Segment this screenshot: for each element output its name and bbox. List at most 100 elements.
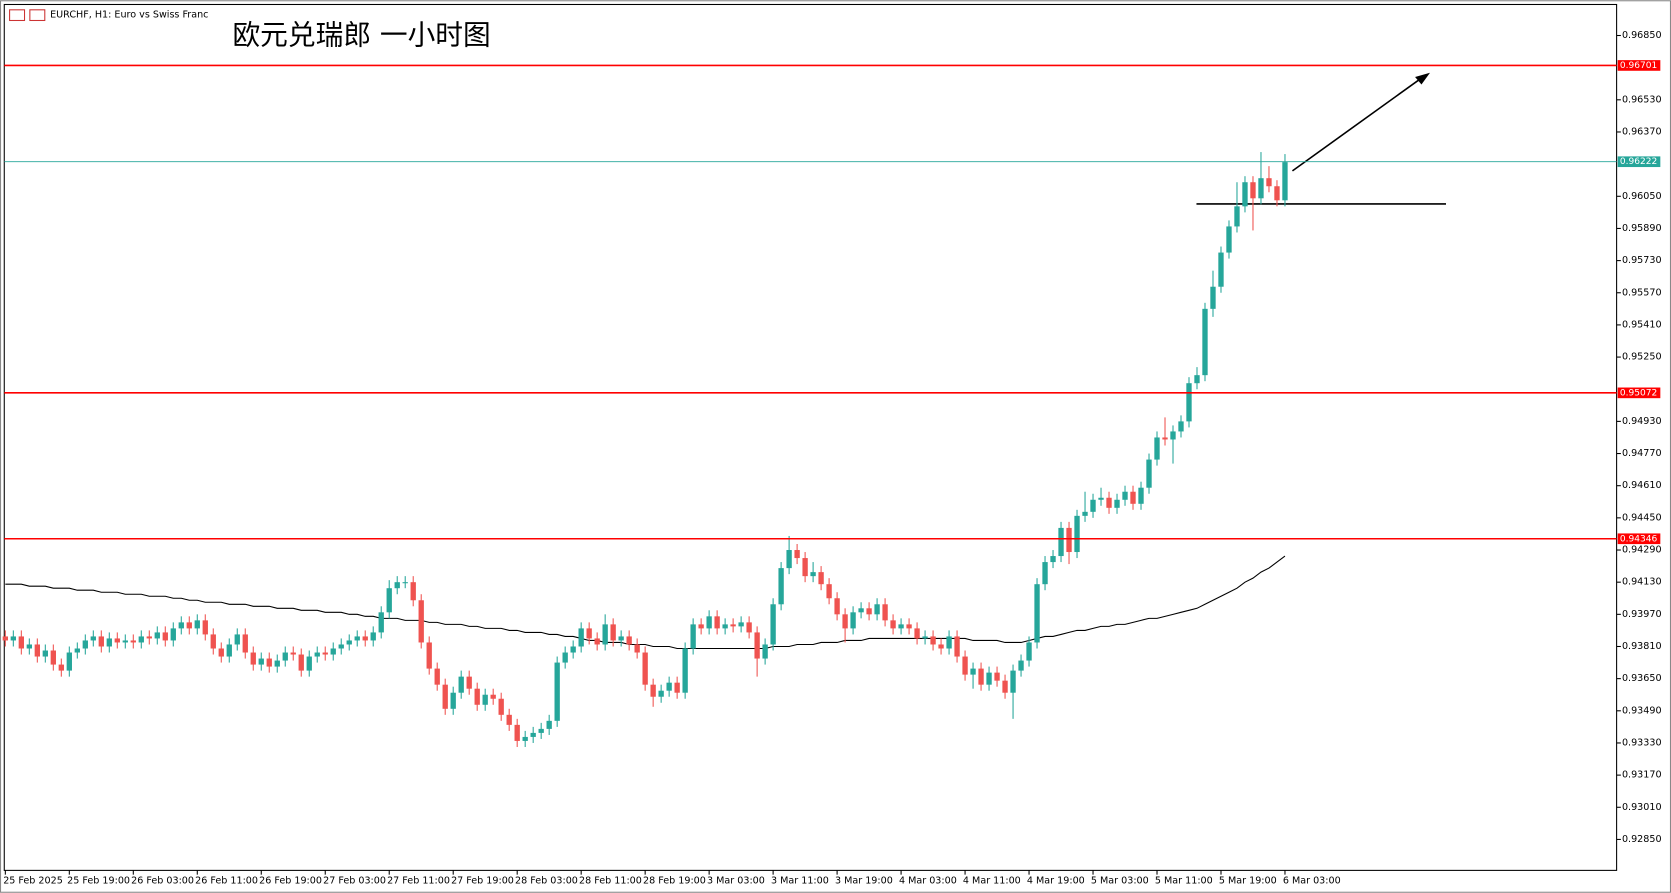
candle-body [818,572,824,585]
x-tick-label: 4 Mar 19:00 [1027,876,1085,887]
candle-body [538,728,544,733]
price-label-box [1617,533,1661,545]
x-tick-label: 27 Feb 03:00 [323,876,386,887]
candle-body [26,644,32,649]
x-tick-label: 5 Mar 11:00 [1155,876,1213,887]
candle-body [322,652,328,655]
candle-body [226,644,232,657]
candle-body [802,558,808,577]
x-tick-label: 5 Mar 19:00 [1219,876,1277,887]
candle-body [506,714,512,725]
candle-body [810,572,816,577]
candle-body [1154,437,1160,460]
candle-body [122,640,128,643]
candle-body [626,636,632,645]
candle-body [794,550,800,559]
candle-body [66,652,72,671]
plot-area [3,3,1618,871]
candle-body [162,632,168,641]
candle-body [1226,226,1232,253]
candle-body [482,694,488,705]
candle-body [842,614,848,629]
candle-body [762,644,768,659]
candle-body [386,588,392,613]
candle-body [530,732,536,737]
candle-body [650,684,656,697]
x-tick-label: 28 Feb 03:00 [515,876,578,887]
y-tick-label: 0.95410 [1622,319,1662,330]
y-tick-label: 0.93010 [1622,802,1662,813]
arrow-head [1415,72,1431,85]
candle-body [634,644,640,653]
candle-body [738,622,744,627]
y-tick-label: 0.93490 [1622,705,1662,716]
x-tick-label: 28 Feb 19:00 [643,876,706,887]
y-tick-label: 0.93650 [1622,673,1662,684]
candle-body [682,648,688,693]
candle-body [850,612,856,629]
candle-body [658,690,664,697]
candle-body [1026,642,1032,661]
candle-body [602,624,608,645]
candle-body [1138,487,1144,504]
annotation-arrow [1291,77,1422,172]
candle-body [866,608,872,615]
candle-body [1130,491,1136,504]
moving-average [5,555,1286,650]
x-tick-label: 27 Feb 19:00 [451,876,514,887]
candle-body [106,638,112,647]
candle-body [258,658,264,665]
candle-body [370,632,376,641]
candle-body [554,662,560,721]
candle-body [282,652,288,661]
candle-body [2,636,8,641]
candle-body [1090,499,1096,512]
candle-body [1218,252,1224,287]
candle-body [698,624,704,629]
candle-body [154,632,160,639]
candle-body [522,736,528,741]
candle-body [1098,497,1104,500]
candle-body [338,644,344,649]
candle-body [298,654,304,671]
candle-body [666,682,672,691]
candle-body [266,658,272,667]
candle-body [1106,497,1112,508]
y-tick-label: 0.92850 [1622,834,1662,845]
x-tick-label: 28 Feb 11:00 [579,876,642,887]
candle-body [186,622,192,629]
candle-body [906,624,912,629]
candle-body [1210,286,1216,309]
x-tick-label: 25 Feb 19:00 [67,876,130,887]
x-tick-label: 26 Feb 03:00 [131,876,194,887]
candle-body [594,638,600,645]
y-tick-label: 0.94770 [1622,448,1662,459]
candle-body [1002,680,1008,693]
candle-body [1202,308,1208,376]
candle-body [722,624,728,629]
candle-body [290,652,296,655]
candle-body [42,650,48,657]
candle-body [786,550,792,569]
price-label: 0.96701 [1620,61,1657,71]
candle-body [1058,527,1064,557]
candle-body [146,636,152,639]
y-tick-label: 0.94130 [1622,577,1662,588]
header-icons [9,9,46,22]
candle-body [706,616,712,629]
icon [29,9,46,22]
candle-body [10,636,16,641]
candle-body [74,648,80,653]
icon [9,9,26,22]
candle-body [250,652,256,665]
x-tick-label: 5 Mar 03:00 [1091,876,1149,887]
y-tick-label: 0.95730 [1622,255,1662,266]
candle-body [362,636,368,641]
x-tick-label: 25 Feb 2025 [3,876,63,887]
candle-body [50,650,56,665]
candle-body [1146,459,1152,488]
candle-body [882,604,888,621]
candle-body [1178,421,1184,432]
candle-body [1282,162,1288,201]
